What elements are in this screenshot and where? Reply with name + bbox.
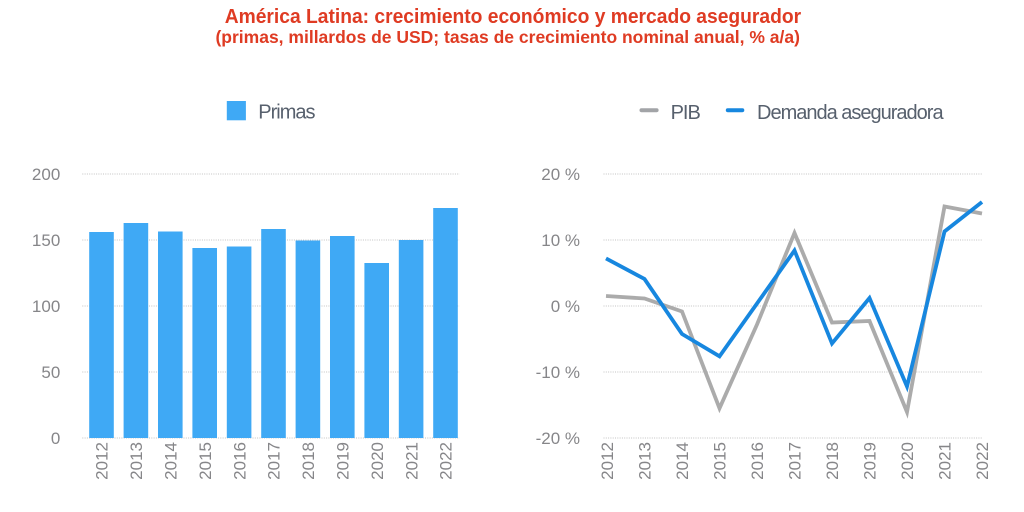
svg-text:100: 100 [32, 297, 60, 316]
svg-text:2020: 2020 [898, 442, 917, 480]
svg-text:2017: 2017 [786, 442, 805, 480]
svg-text:-20 %: -20 % [536, 429, 580, 448]
svg-text:2016: 2016 [230, 442, 249, 480]
svg-text:América Latina: crecimiento ec: América Latina: crecimiento económico y … [225, 5, 802, 28]
svg-text:Primas: Primas [258, 101, 315, 123]
svg-text:0: 0 [51, 429, 60, 448]
svg-text:2020: 2020 [368, 442, 387, 480]
svg-text:(primas, millardos de USD; tas: (primas, millardos de USD; tasas de crec… [215, 27, 799, 47]
svg-text:2015: 2015 [196, 442, 215, 480]
svg-text:2016: 2016 [748, 442, 767, 480]
svg-text:2013: 2013 [127, 442, 146, 480]
svg-text:2022: 2022 [973, 442, 992, 480]
svg-text:2021: 2021 [936, 442, 955, 480]
svg-text:2012: 2012 [93, 442, 112, 480]
svg-text:2018: 2018 [823, 442, 842, 480]
svg-text:2022: 2022 [437, 442, 456, 480]
svg-text:2012: 2012 [598, 442, 617, 480]
svg-text:2019: 2019 [861, 442, 880, 480]
svg-text:2014: 2014 [162, 442, 181, 480]
svg-text:PIB: PIB [671, 102, 701, 124]
svg-text:200: 200 [32, 165, 60, 184]
svg-text:20 %: 20 % [541, 165, 580, 184]
svg-text:-10 %: -10 % [536, 363, 580, 382]
svg-text:2017: 2017 [265, 442, 284, 480]
svg-text:2015: 2015 [711, 442, 730, 480]
svg-text:2019: 2019 [334, 442, 353, 480]
svg-text:10 %: 10 % [541, 231, 580, 250]
svg-text:50: 50 [41, 363, 60, 382]
svg-text:2013: 2013 [636, 442, 655, 480]
svg-text:150: 150 [32, 231, 60, 250]
svg-text:2018: 2018 [299, 442, 318, 480]
svg-text:Demanda aseguradora: Demanda aseguradora [757, 102, 944, 124]
svg-text:2021: 2021 [402, 442, 421, 480]
svg-text:0 %: 0 % [551, 297, 580, 316]
svg-text:2014: 2014 [673, 442, 692, 480]
